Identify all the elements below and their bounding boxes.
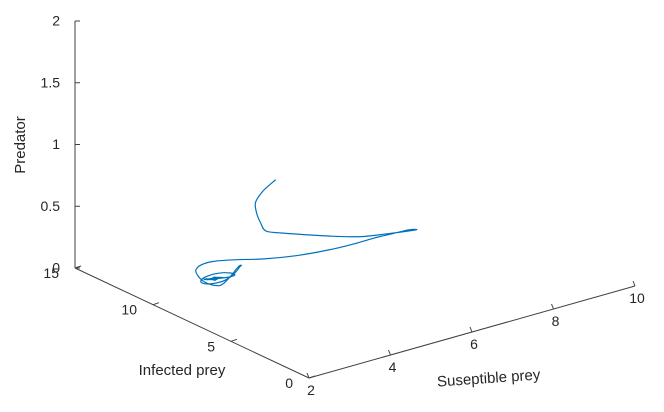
x-tick-label: 10 <box>629 290 645 306</box>
curve-layer <box>195 179 418 287</box>
z-tick-label: 0 <box>52 260 60 276</box>
y-tick <box>152 302 160 306</box>
y-tick-label: 15 <box>43 265 59 281</box>
trajectory-line <box>195 179 418 287</box>
x-axis-label: Suseptible prey <box>437 366 542 390</box>
z-tick-label: 2 <box>52 13 60 29</box>
x-tick-label: 8 <box>552 313 560 329</box>
y-axis-label: Infected prey <box>139 362 226 379</box>
z-tick-label: 1.5 <box>41 74 61 90</box>
y-tick-label: 0 <box>285 375 293 391</box>
x-tick <box>306 372 310 379</box>
x-tick <box>632 280 636 287</box>
z-tick-label: 0.5 <box>41 198 61 214</box>
y-tick <box>308 375 316 379</box>
z-tick-label: 1 <box>52 136 60 152</box>
y-tick <box>230 338 238 342</box>
x-tick-label: 4 <box>389 359 397 375</box>
y-tick-label: 10 <box>121 302 137 318</box>
equilibrium-point <box>212 276 217 281</box>
x-tick-label: 6 <box>470 336 478 352</box>
x-tick <box>388 349 391 356</box>
x-tick-label: 2 <box>307 382 315 398</box>
y-tick-label: 5 <box>207 338 215 354</box>
y-axis-line <box>74 267 310 379</box>
z-axis-label: Predator <box>12 116 29 174</box>
x-tick <box>469 326 473 333</box>
x-tick <box>551 303 554 310</box>
